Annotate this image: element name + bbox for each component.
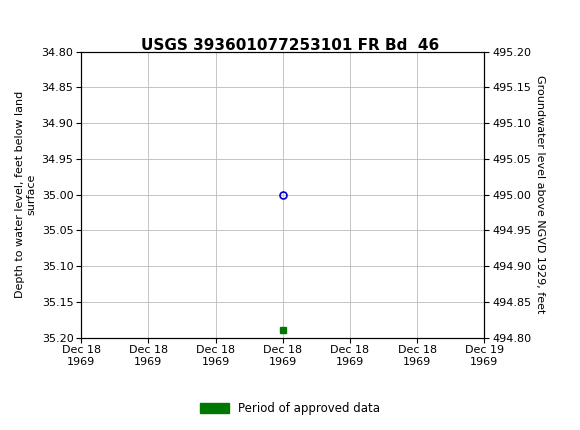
Text: ≡USGS: ≡USGS xyxy=(3,7,74,25)
Y-axis label: Groundwater level above NGVD 1929, feet: Groundwater level above NGVD 1929, feet xyxy=(535,75,545,314)
Text: USGS 393601077253101 FR Bd  46: USGS 393601077253101 FR Bd 46 xyxy=(141,38,439,52)
Y-axis label: Depth to water level, feet below land
surface: Depth to water level, feet below land su… xyxy=(14,91,36,298)
Legend: Period of approved data: Period of approved data xyxy=(195,397,385,420)
